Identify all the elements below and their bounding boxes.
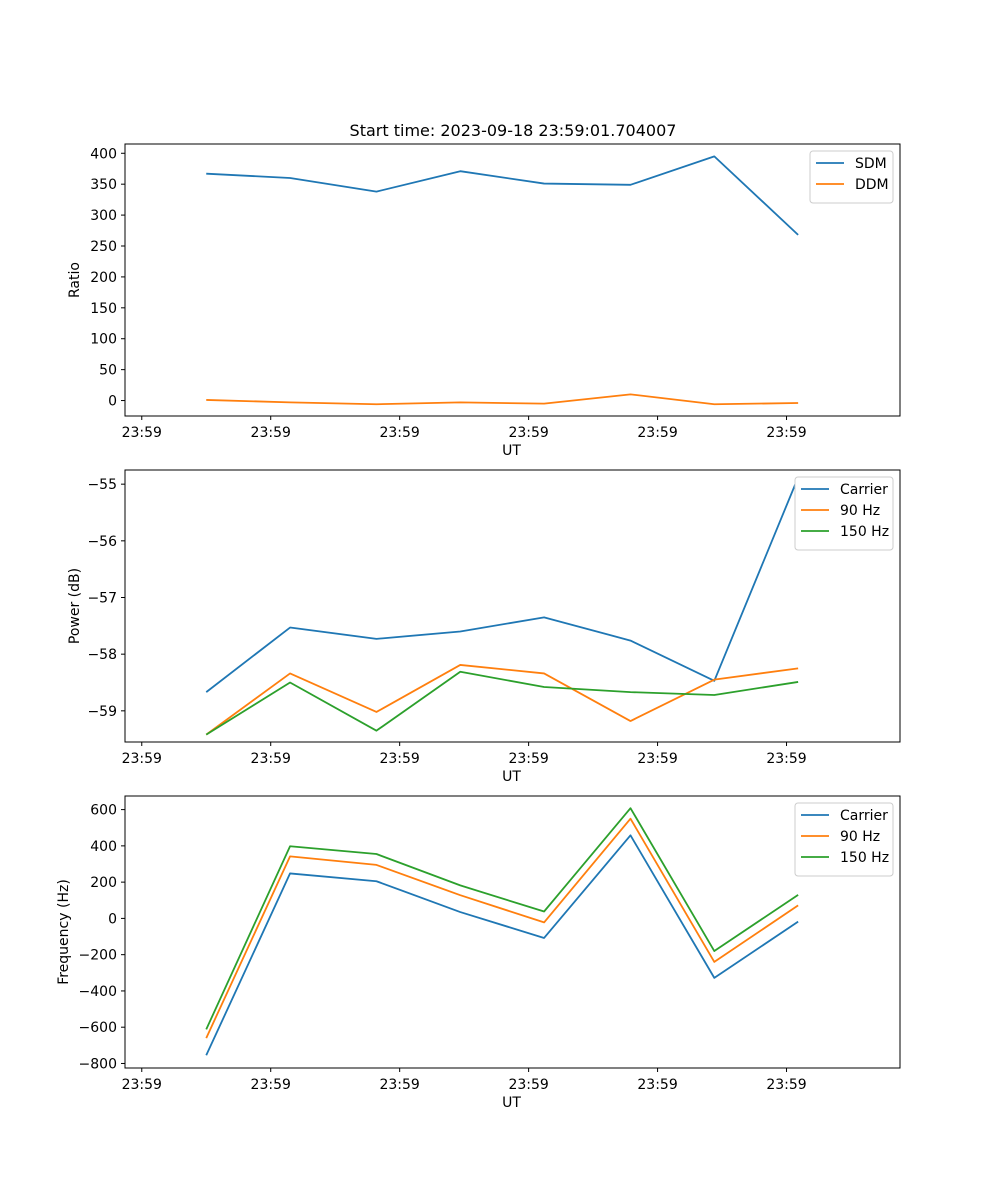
panel-1: 23:59 23:59 23:59 23:59 23:59 23:59 0 50 100 150 2… (67, 143, 901, 459)
y-tick-label: −800 (79, 1056, 117, 1072)
x-tick-label: 23:59 (122, 425, 162, 441)
legend-label: 90 Hz (840, 503, 880, 519)
series-line-carrier (205, 477, 799, 693)
x-tick-label: 23:59 (251, 1077, 291, 1093)
legend: Carrier 90 Hz 150 Hz (794, 802, 894, 877)
legend-frame (809, 150, 894, 204)
legend-label: Carrier (840, 808, 888, 824)
series-line-carrier (205, 834, 799, 1056)
x-tick-label: 23:59 (766, 425, 806, 441)
y-tick-label: 250 (90, 239, 117, 255)
legend-label: DDM (855, 177, 889, 193)
y-tick-label: 400 (90, 839, 117, 855)
y-tick-label: −57 (87, 591, 117, 607)
legend: SDM DDM (809, 150, 894, 204)
x-axis-label: UT (502, 1095, 521, 1111)
x-tick-label: 23:59 (508, 751, 548, 767)
plot-frame (124, 795, 901, 1069)
y-tick-label: 100 (90, 332, 117, 348)
y-tick-label: 200 (90, 875, 117, 891)
legend-label: 150 Hz (840, 524, 889, 540)
series-line-90-hz (205, 817, 799, 1039)
x-axis-label: UT (502, 443, 521, 459)
x-tick-label: 23:59 (766, 1077, 806, 1093)
x-axis-label: UT (502, 769, 521, 785)
y-axis-label: Ratio (67, 262, 83, 298)
y-tick-label: 0 (108, 911, 117, 927)
x-tick-label: 23:59 (122, 1077, 162, 1093)
panel-3: 23:59 23:59 23:59 23:59 23:59 23:59 −800 −600 −4… (56, 795, 901, 1111)
panels: 23:59 23:59 23:59 23:59 23:59 23:59 0 50 100 150 2… (56, 143, 901, 1111)
y-axis-label: Frequency (Hz) (56, 879, 72, 985)
legend-label: 150 Hz (840, 850, 889, 866)
y-tick-label: −58 (87, 647, 117, 663)
x-tick-label: 23:59 (251, 425, 291, 441)
x-tick-label: 23:59 (766, 751, 806, 767)
y-tick-label: −55 (87, 477, 117, 493)
y-tick-label: 50 (99, 363, 117, 379)
y-tick-label: 400 (90, 146, 117, 162)
y-tick-label: 300 (90, 208, 117, 224)
x-tick-label: 23:59 (508, 425, 548, 441)
y-tick-label: 0 (108, 394, 117, 410)
x-tick-label: 23:59 (379, 751, 419, 767)
y-tick-label: −400 (79, 984, 117, 1000)
x-tick-label: 23:59 (379, 1077, 419, 1093)
x-tick-label: 23:59 (637, 425, 677, 441)
series-line-150-hz (205, 670, 799, 736)
legend: Carrier 90 Hz 150 Hz (794, 476, 894, 551)
y-tick-label: −59 (87, 704, 117, 720)
legend-label: Carrier (840, 482, 888, 498)
series-line-90-hz (205, 664, 799, 736)
x-tick-label: 23:59 (508, 1077, 548, 1093)
x-tick-label: 23:59 (122, 751, 162, 767)
y-tick-label: 200 (90, 270, 117, 286)
series-line-ddm (206, 393, 799, 406)
y-tick-label: −56 (87, 534, 117, 550)
y-tick-label: −200 (79, 948, 117, 964)
y-tick-label: 350 (90, 177, 117, 193)
legend-label: 90 Hz (840, 829, 880, 845)
x-tick-label: 23:59 (637, 1077, 677, 1093)
x-tick-label: 23:59 (379, 425, 419, 441)
panel-2: 23:59 23:59 23:59 23:59 23:59 23:59 −59 −58 −57 −… (67, 469, 901, 785)
chart-title: Start time: 2023-09-18 23:59:01.704007 (350, 121, 677, 140)
series-line-150-hz (205, 807, 799, 1030)
series-line-sdm (206, 155, 799, 236)
x-tick-label: 23:59 (251, 751, 291, 767)
y-axis-label: Power (dB) (67, 568, 83, 644)
plot-frame (124, 143, 901, 417)
y-tick-label: 600 (90, 803, 117, 819)
x-tick-label: 23:59 (637, 751, 677, 767)
y-tick-label: −600 (79, 1020, 117, 1036)
legend-label: SDM (855, 156, 887, 172)
y-tick-label: 150 (90, 301, 117, 317)
plot-frame (124, 469, 901, 743)
